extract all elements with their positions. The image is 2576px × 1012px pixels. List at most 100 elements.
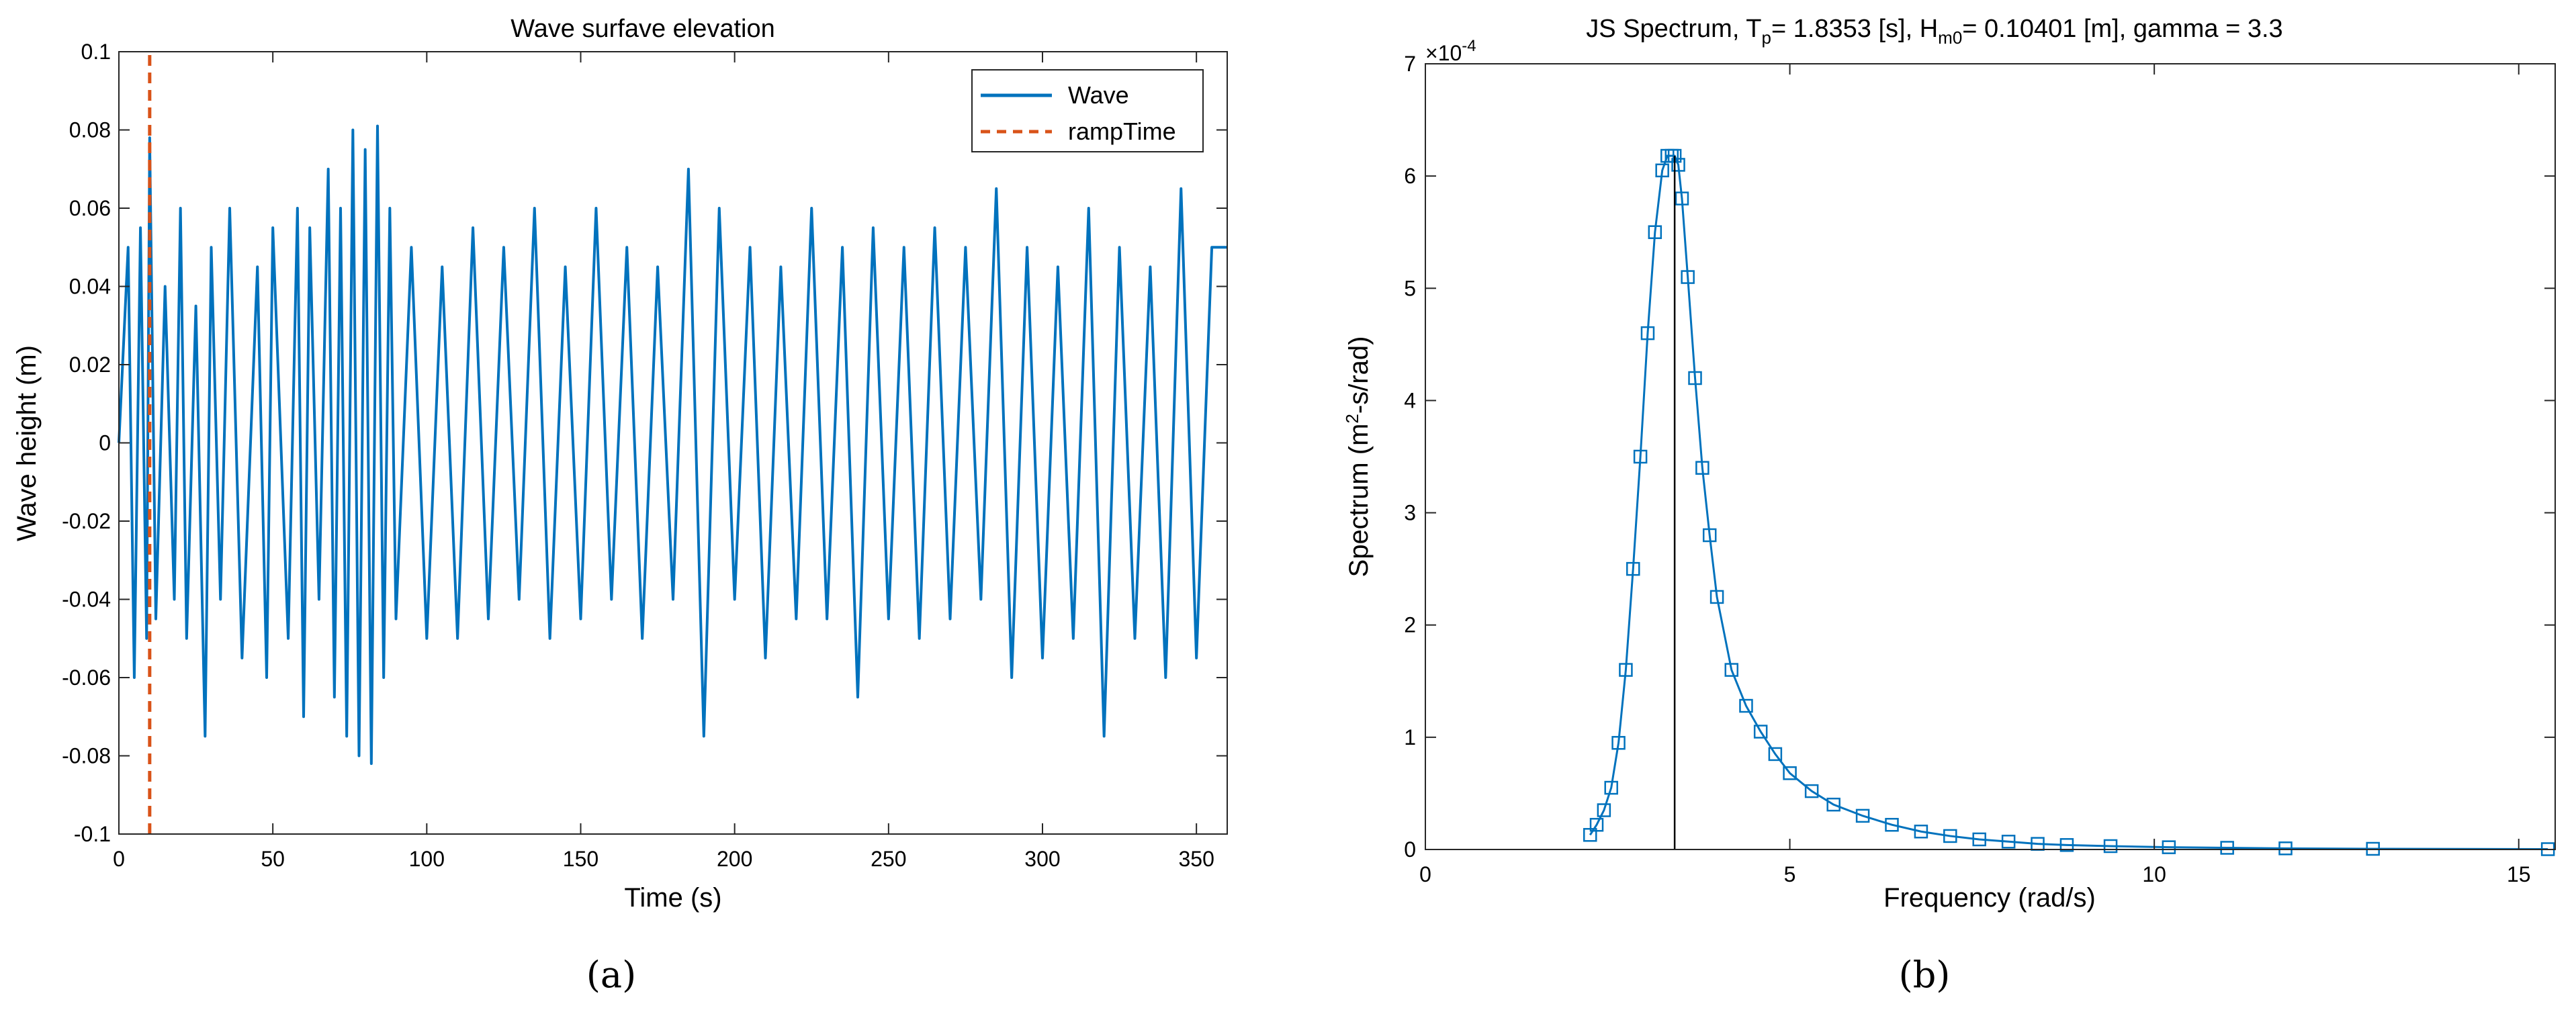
panel-a: Wave surfave elevation 0 50 100 150 200 250 30…	[12, 15, 1228, 996]
y-tick-label: 5	[1404, 276, 1416, 300]
x-tick-label: 0	[1419, 862, 1431, 886]
panel-a-xlabel: Time (s)	[624, 883, 721, 913]
spectrum-point	[1826, 797, 1840, 812]
spectrum-point	[1675, 191, 1689, 205]
panel-a-axes: 0 50 100 150 200 250 300 350 -0.1 -0.08 -0.06 -0.04…	[62, 40, 1227, 871]
spectrum-point	[1626, 561, 1640, 576]
y-tick-label: 4	[1404, 388, 1416, 412]
spectrum-point	[1783, 766, 1797, 780]
spectrum-point	[1709, 590, 1724, 604]
spectrum-point	[1972, 832, 1986, 847]
y-tick-label: 6	[1404, 164, 1416, 188]
spectrum-point	[1648, 225, 1662, 239]
spectrum-point	[1739, 698, 1753, 713]
x-tick-label: 250	[871, 847, 906, 871]
ylabel-part-1: Spectrum (m	[1344, 424, 1374, 578]
ylabel-superscript: 2	[1342, 414, 1362, 423]
wave-series-line	[118, 124, 1227, 766]
panel-b-series	[1583, 148, 2555, 856]
y-exponent-power: -4	[1462, 37, 1476, 55]
x-tick-label: 15	[2507, 862, 2531, 886]
x-tick-label: 100	[409, 847, 445, 871]
panel-a-series	[118, 52, 1227, 834]
y-tick-label: 0	[99, 431, 111, 455]
spectrum-point	[1671, 158, 1685, 172]
panel-b-title-sub-p: p	[1761, 28, 1771, 48]
y-tick-label: 1	[1404, 725, 1416, 749]
spectrum-point	[1768, 747, 1783, 762]
spectrum-point	[1589, 817, 1604, 832]
spectrum-point	[1914, 825, 1928, 839]
panel-a-ylabel: Wave height (m)	[12, 345, 42, 541]
panel-b: JS Spectrum, Tp= 1.8353 [s], Hm0= 0.1040…	[1342, 15, 2556, 996]
x-tick-label: 50	[261, 847, 285, 871]
panel-b-ylabel: Spectrum (m2-s/rad)	[1342, 336, 1374, 578]
panel-b-caption: (b)	[1899, 954, 1951, 996]
panel-b-title-sub-m0: m0	[1938, 28, 1962, 48]
panel-b-title: JS Spectrum, Tp= 1.8353 [s], Hm0= 0.1040…	[1586, 15, 2282, 48]
spectrum-point	[2278, 841, 2293, 856]
y-tick-label: -0.02	[62, 509, 111, 533]
spectrum-point	[1640, 326, 1655, 340]
panel-a-legend: Wave rampTime	[971, 69, 1204, 152]
spectrum-series-line	[1589, 154, 2548, 850]
y-tick-label: -0.08	[62, 744, 111, 768]
x-tick-label: 150	[563, 847, 598, 871]
spectrum-point	[1655, 163, 1669, 178]
x-tick-label: 10	[2142, 862, 2166, 886]
spectrum-point	[1619, 663, 1633, 677]
spectrum-point	[1597, 803, 1611, 817]
panel-a-caption: (a)	[586, 954, 636, 996]
y-tick-label: 0.08	[69, 118, 111, 142]
panel-b-axes: 0 5 10 15 0 1 2 3 4 5 6 7	[1404, 52, 2555, 886]
y-tick-label: 0.04	[69, 275, 111, 299]
x-tick-label: 350	[1178, 847, 1214, 871]
spectrum-point	[1855, 809, 1870, 823]
spectrum-point	[2162, 840, 2176, 854]
spectrum-point	[1604, 780, 1618, 795]
x-tick-label: 200	[717, 847, 752, 871]
spectrum-point	[2103, 839, 2118, 854]
panel-a-title: Wave surfave elevation	[510, 15, 775, 43]
legend-box	[971, 69, 1204, 152]
panel-b-title-part-2: = 1.8353 [s], H	[1771, 15, 1938, 43]
y-tick-label: 3	[1404, 501, 1416, 525]
spectrum-point	[2001, 835, 2016, 849]
panel-a-plot-frame	[118, 51, 1228, 835]
legend-ramptime-label: rampTime	[1068, 118, 1176, 145]
legend-wave-label: Wave	[1068, 81, 1129, 109]
x-tick-label: 5	[1784, 862, 1796, 886]
y-tick-label: -0.1	[74, 822, 111, 846]
spectrum-point	[1885, 817, 1899, 832]
x-tick-label: 0	[113, 847, 125, 871]
y-tick-label: 2	[1404, 613, 1416, 637]
spectrum-point	[1695, 461, 1709, 475]
spectrum-point	[2366, 841, 2380, 856]
y-tick-label: 7	[1404, 52, 1416, 76]
spectrum-point	[1753, 725, 1768, 739]
spectrum-point	[1724, 663, 1739, 677]
y-tick-label: 0	[1404, 837, 1416, 862]
spectrum-point	[2220, 841, 2234, 855]
y-tick-label: 0.06	[69, 196, 111, 220]
y-exponent-base: ×10	[1425, 41, 1462, 65]
y-tick-label: -0.06	[62, 665, 111, 690]
spectrum-point	[1681, 270, 1695, 284]
x-tick-label: 300	[1024, 847, 1060, 871]
panel-b-title-part-1: JS Spectrum, T	[1586, 15, 1761, 43]
panel-b-title-part-3: = 0.10401 [m], gamma = 3.3	[1962, 15, 2282, 43]
panel-b-y-exponent: ×10-4	[1425, 37, 1476, 65]
ylabel-part-2: -s/rad)	[1344, 336, 1374, 414]
panel-b-plot-frame	[1425, 63, 2556, 850]
panel-b-xlabel: Frequency (rad/s)	[1883, 883, 2096, 913]
spectrum-point	[1804, 784, 1819, 798]
spectrum-point	[1688, 371, 1702, 385]
y-tick-label: 0.02	[69, 353, 111, 377]
spectrum-point	[2059, 838, 2074, 852]
y-tick-label: -0.04	[62, 588, 111, 612]
spectrum-point	[1633, 449, 1648, 464]
spectrum-point	[1943, 829, 1957, 843]
y-tick-label: 0.1	[81, 40, 111, 64]
spectrum-point	[1702, 528, 1717, 543]
